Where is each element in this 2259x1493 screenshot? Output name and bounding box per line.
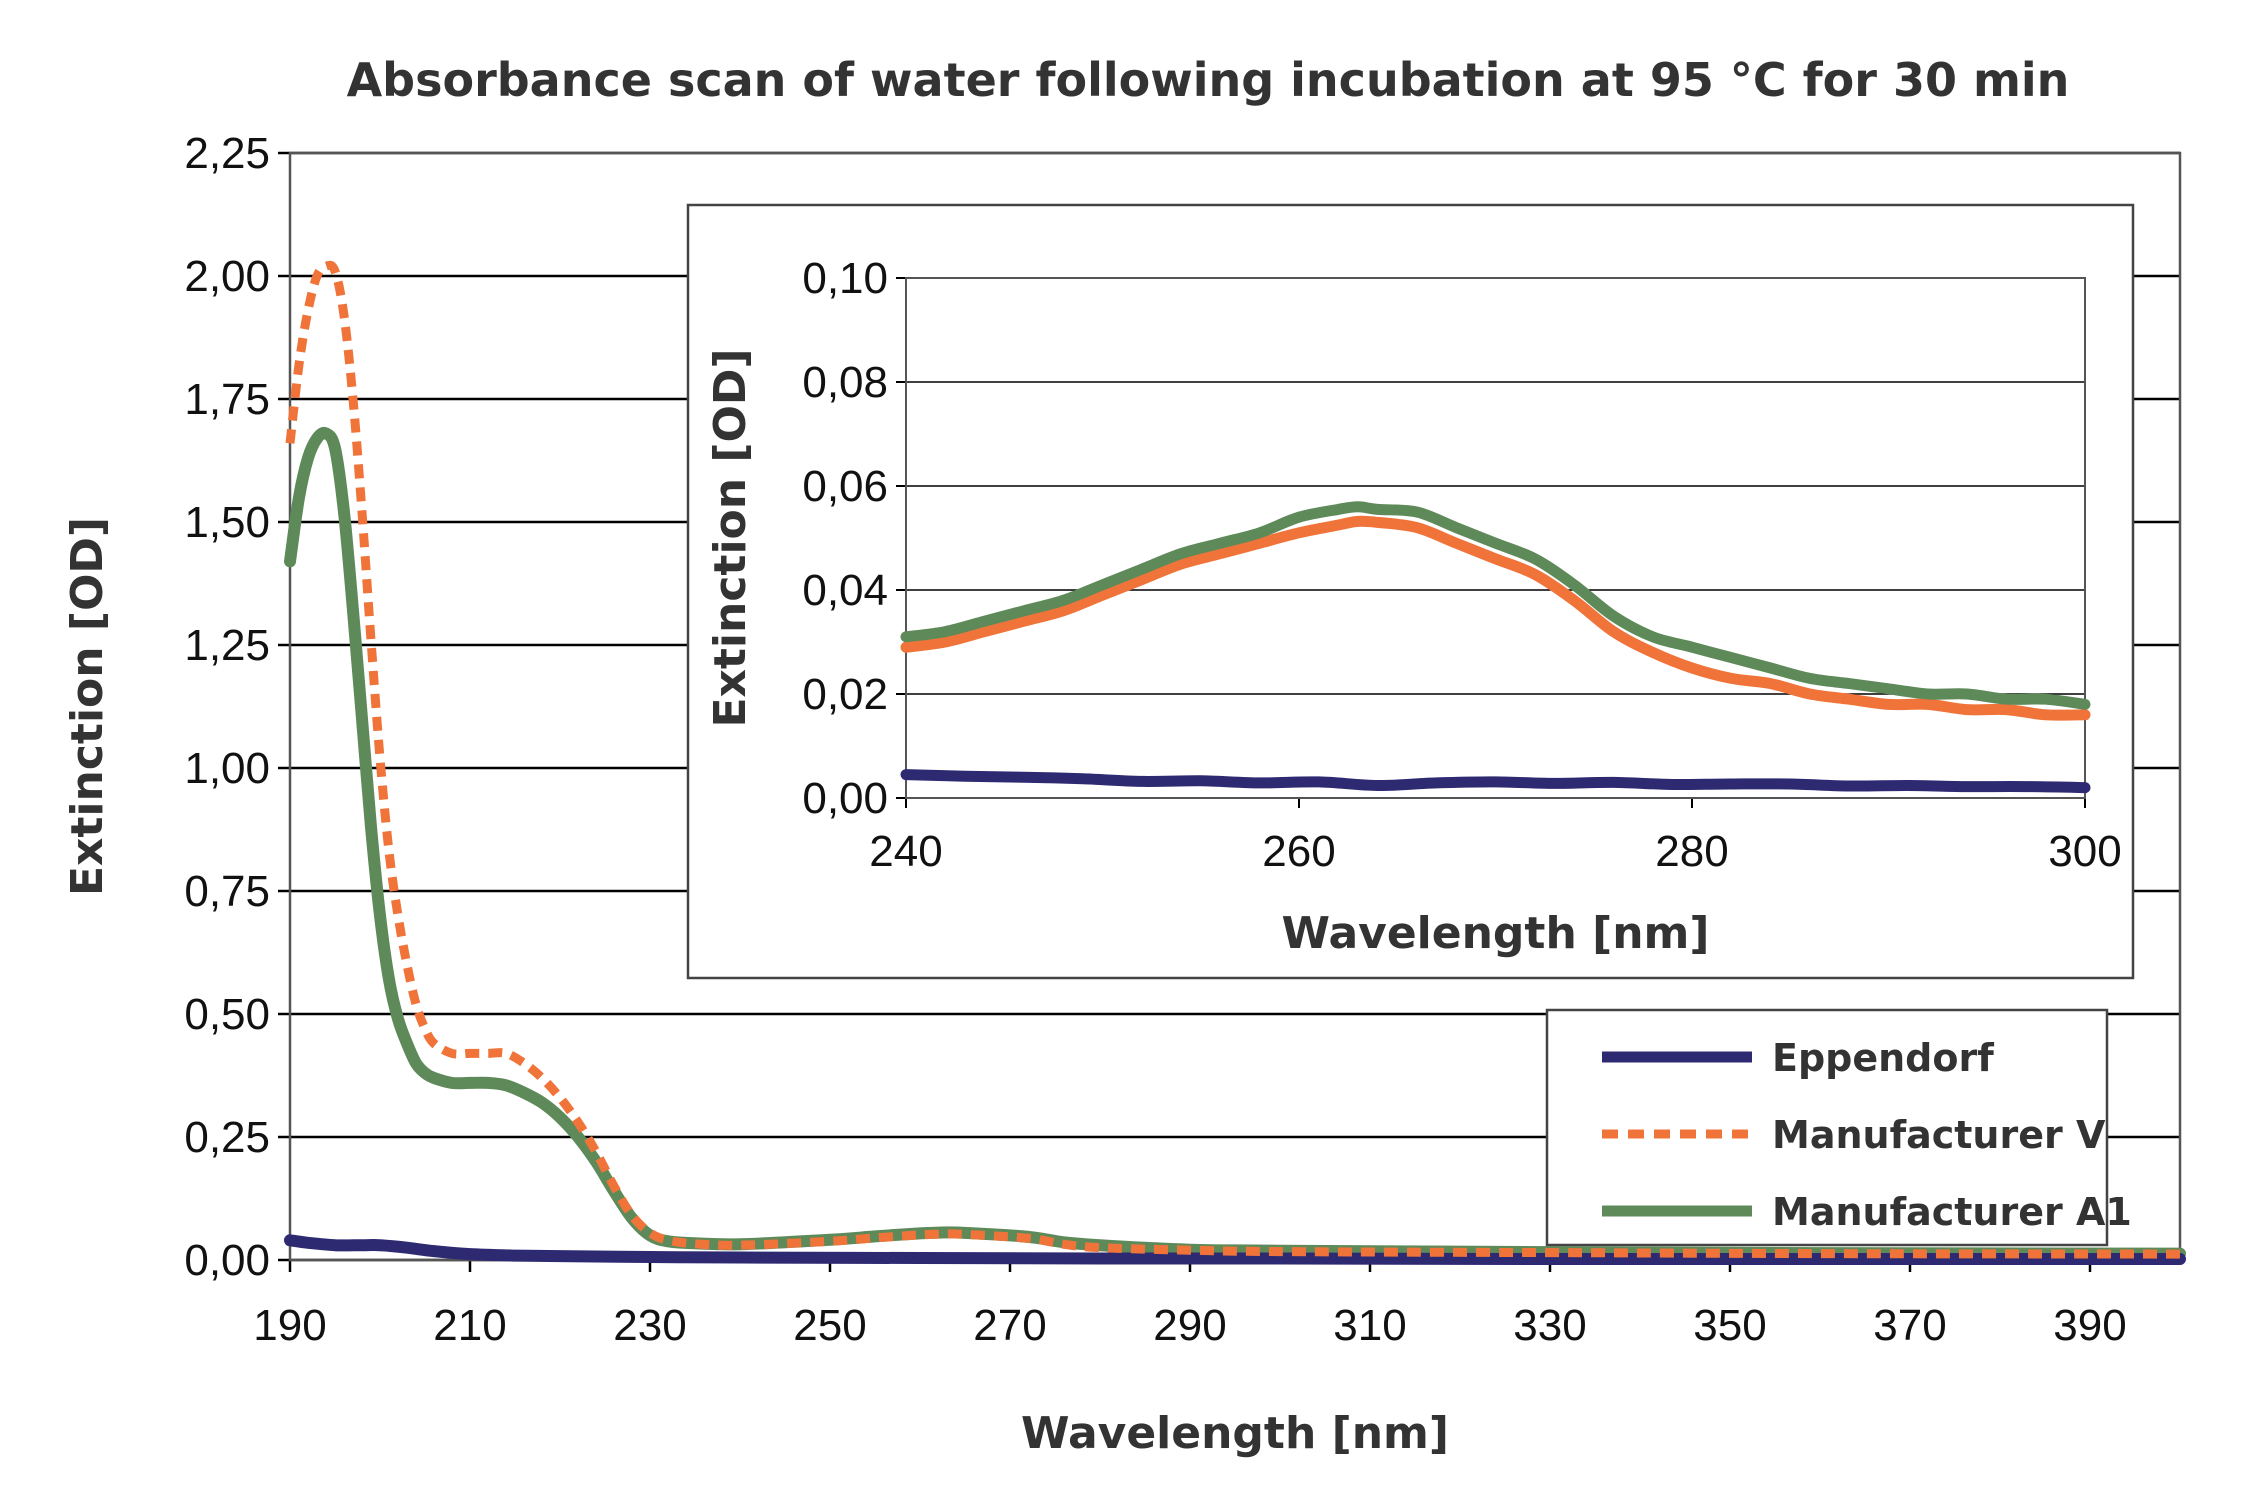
y-tick-label: 1,75 [184, 375, 270, 424]
x-tick-label: 210 [433, 1301, 506, 1350]
inset-x-tick-label: 240 [869, 827, 942, 876]
main-plot: 0,00 0,25 0,50 0,75 1,00 1,25 1,50 1,75 2,00 2,25… [62, 129, 2186, 1459]
y-tick-label: 0,00 [184, 1236, 270, 1285]
x-tick-label: 230 [613, 1301, 686, 1350]
y-tick-label: 0,25 [184, 1113, 270, 1162]
inset-x-tick-label: 260 [1262, 827, 1335, 876]
x-tick-label: 270 [973, 1301, 1046, 1350]
x-tick-label: 290 [1153, 1301, 1226, 1350]
series-line-eppendorf [284, 1234, 2186, 1266]
y-tick-label: 1,50 [184, 498, 270, 547]
y-tick-label: 2,00 [184, 252, 270, 301]
y-tick-label: 1,00 [184, 744, 270, 793]
inset-y-tick-label: 0,02 [802, 670, 888, 719]
x-tick-label: 250 [793, 1301, 866, 1350]
inset-y-axis-label: Extinction [OD] [705, 348, 756, 727]
x-axis-label: Wavelength [nm] [1021, 1408, 1449, 1459]
inset-plot-frame [905, 277, 2086, 799]
legend-label: Manufacturer A1 [1772, 1190, 2132, 1234]
chart-title: Absorbance scan of water following incub… [347, 53, 2070, 107]
legend-label: Eppendorf [1772, 1036, 1994, 1080]
series-line-manufacturer-v [900, 515, 2091, 721]
series-line-manufacturer-v [285, 260, 2181, 1259]
x-tick-label: 370 [1873, 1301, 1946, 1350]
y-axis-label: Extinction [OD] [62, 517, 113, 896]
inset-y-tick-label: 0,10 [802, 254, 888, 303]
inset-x-tick-label: 280 [1655, 827, 1728, 876]
inset-chart: 0,00 0,02 0,04 0,06 0,08 0,10 240 260 280 300 Wave… [686, 203, 2135, 980]
inset-x-tick-label: 300 [2048, 827, 2121, 876]
x-tick-label: 390 [2053, 1301, 2126, 1350]
x-tick-label: 330 [1513, 1301, 1586, 1350]
series-line-manufacturer-a1 [900, 501, 2091, 710]
legend: Eppendorf Manufacturer V Manufacturer A1 [1545, 1008, 2132, 1247]
y-tick-label: 1,25 [184, 621, 270, 670]
series-line-manufacturer-a1 [284, 426, 2186, 1260]
inset-y-tick-label: 0,04 [802, 566, 888, 615]
x-tick-label: 310 [1333, 1301, 1406, 1350]
y-tick-label: 2,25 [184, 129, 270, 178]
x-tick-label: 190 [253, 1301, 326, 1350]
inset-y-tick-label: 0,00 [802, 774, 888, 823]
x-tick-label: 350 [1693, 1301, 1766, 1350]
series-line-eppendorf [900, 769, 2091, 794]
inset-box [686, 203, 2135, 980]
inset-y-tick-label: 0,06 [802, 462, 888, 511]
legend-label: Manufacturer V [1772, 1113, 2106, 1157]
y-tick-label: 0,75 [184, 867, 270, 916]
inset-y-tick-label: 0,08 [802, 358, 888, 407]
inset-x-axis-label: Wavelength [nm] [1282, 908, 1710, 959]
y-tick-label: 0,50 [184, 990, 270, 1039]
